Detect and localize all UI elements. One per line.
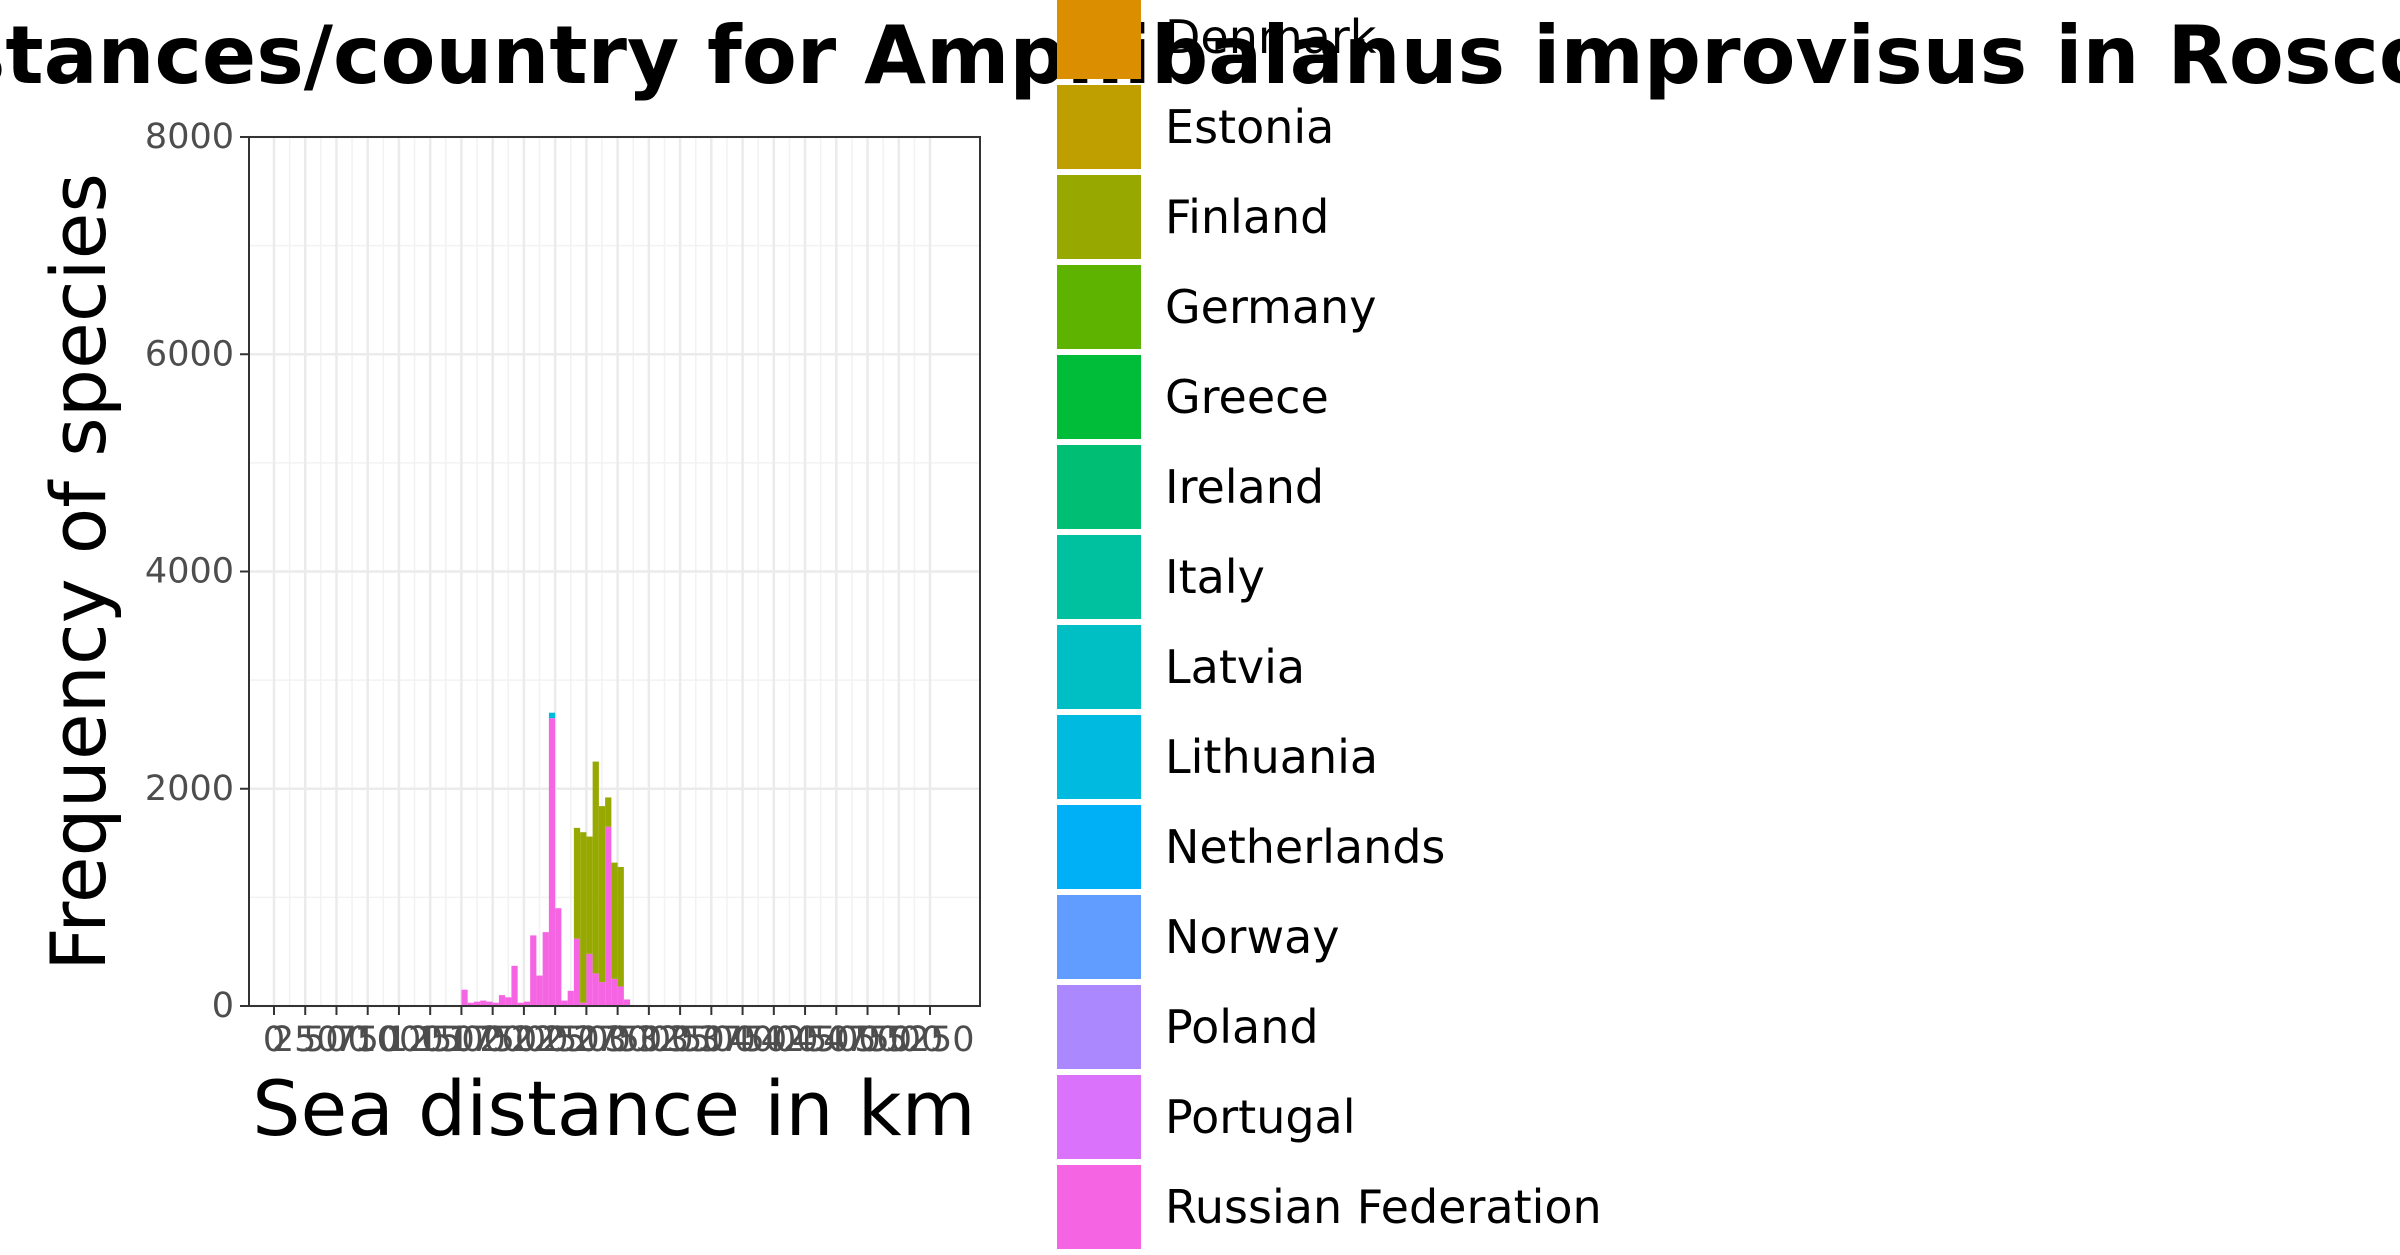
bar-russian-federation — [523, 1001, 531, 1006]
bar-russian-federation — [517, 1002, 524, 1006]
bar-russian-federation — [567, 990, 574, 1006]
bar-russian-federation — [467, 1002, 474, 1006]
x-tick-label: 4750 — [823, 1020, 912, 1060]
bar-finland — [580, 832, 587, 1003]
bar-russian-federation — [486, 1001, 493, 1006]
legend-swatch — [1057, 535, 1141, 619]
bar-russian-federation — [511, 965, 518, 1006]
legend-swatch — [1057, 985, 1141, 1069]
x-tick-label: 2750 — [573, 1020, 662, 1060]
bar-russian-federation — [580, 1002, 587, 1006]
legend-swatch — [1057, 805, 1141, 889]
bar-russian-federation — [505, 997, 512, 1006]
legend-swatch — [1057, 85, 1141, 169]
legend-label: Estonia — [1165, 100, 1335, 154]
legend-swatch — [1057, 1075, 1141, 1159]
bar-russian-federation — [536, 975, 543, 1006]
x-tick-label: 4000 — [729, 1020, 818, 1060]
x-tick-label: 5250 — [885, 1020, 974, 1060]
bar-russian-federation — [605, 826, 612, 1006]
legend-label: Greece — [1165, 370, 1329, 424]
legend-label: Germany — [1165, 280, 1377, 334]
bar-russian-federation — [480, 1000, 487, 1006]
x-tick-label: 4500 — [792, 1020, 881, 1060]
legend-label: Lithuania — [1165, 730, 1379, 784]
y-tick-label: 0 — [212, 986, 234, 1026]
x-tick-label: 3250 — [636, 1020, 725, 1060]
x-tick-label: 3000 — [604, 1020, 693, 1060]
x-tick-label: 250 — [272, 1020, 339, 1060]
bar-russian-federation — [542, 932, 549, 1006]
legend-swatch — [1057, 175, 1141, 259]
bar-russian-federation — [573, 938, 581, 1006]
bar-russian-federation — [586, 953, 593, 1006]
legend-label: Italy — [1165, 550, 1265, 604]
bar-russian-federation — [473, 1001, 481, 1006]
histogram-bars — [461, 712, 631, 1006]
legend-swatch — [1057, 0, 1141, 79]
y-tick-label: 4000 — [145, 552, 234, 592]
x-axis-title: Sea distance in km — [252, 1064, 975, 1153]
bar-finland — [617, 866, 624, 987]
legend-label: Finland — [1165, 190, 1330, 244]
legend-swatch — [1057, 895, 1141, 979]
y-tick-label: 2000 — [145, 769, 234, 809]
x-tick-label: 1500 — [417, 1020, 506, 1060]
x-axis: 0250500750100012501500175020002250250027… — [263, 1006, 975, 1060]
bar-russian-federation — [492, 1002, 499, 1006]
bar-finland — [611, 862, 618, 979]
bar-russian-federation — [617, 986, 624, 1006]
bar-russian-federation — [611, 978, 618, 1006]
bar-russian-federation — [623, 999, 631, 1006]
bar-russian-federation — [561, 1000, 568, 1006]
bar-russian-federation — [598, 982, 606, 1006]
x-tick-label: 5000 — [854, 1020, 943, 1060]
legend-label: Ireland — [1165, 460, 1325, 514]
x-tick-label: 3500 — [667, 1020, 756, 1060]
chart-title-text: Sea distances/country for Amphibalanus i… — [0, 9, 2400, 102]
bar-finland — [605, 797, 612, 827]
legend-swatch — [1057, 715, 1141, 799]
bar-finland — [586, 836, 593, 954]
bar-russian-federation — [498, 995, 506, 1006]
y-axis: 0 2000 4000 6000 8000 — [145, 117, 249, 1026]
bar-russian-federation — [461, 989, 468, 1006]
x-tick-label: 1750 — [448, 1020, 537, 1060]
x-tick-label: 750 — [334, 1020, 401, 1060]
x-tick-label: 500 — [303, 1020, 370, 1060]
y-axis-title: Frequency of species — [34, 173, 123, 971]
x-tick-label: 1000 — [354, 1020, 443, 1060]
legend-swatch — [1057, 445, 1141, 529]
bar-russian-federation — [548, 718, 556, 1006]
bar-finland — [598, 806, 606, 983]
legend-swatch — [1057, 1165, 1141, 1249]
legend-swatch — [1057, 265, 1141, 349]
legend-label: Portugal — [1165, 1090, 1356, 1144]
x-tick-label: 2250 — [511, 1020, 600, 1060]
legend-label: Denmark — [1165, 10, 1377, 64]
y-tick-label: 6000 — [145, 334, 234, 374]
bar-russian-federation — [530, 935, 537, 1006]
x-tick-label: 1250 — [386, 1020, 475, 1060]
x-tick-label: 2500 — [542, 1020, 631, 1060]
legend-label: Netherlands — [1165, 820, 1446, 874]
x-tick-label: 4250 — [761, 1020, 850, 1060]
bar-russian-federation — [592, 973, 599, 1006]
legend-swatch — [1057, 355, 1141, 439]
legend-label: Latvia — [1165, 640, 1306, 694]
x-tick-label: 3750 — [698, 1020, 787, 1060]
legend-label: Poland — [1165, 1000, 1319, 1054]
x-tick-label: 0 — [263, 1020, 285, 1060]
legend-label: Russian Federation — [1165, 1180, 1602, 1234]
bar-finland — [592, 761, 599, 974]
bar-russian-federation — [555, 908, 562, 1006]
bar-finland — [573, 827, 581, 939]
x-tick-label: 2000 — [479, 1020, 568, 1060]
legend-swatch — [1057, 625, 1141, 709]
bar-lithuania — [548, 712, 556, 719]
legend-label: Norway — [1165, 910, 1340, 964]
y-tick-label: 8000 — [145, 117, 234, 157]
